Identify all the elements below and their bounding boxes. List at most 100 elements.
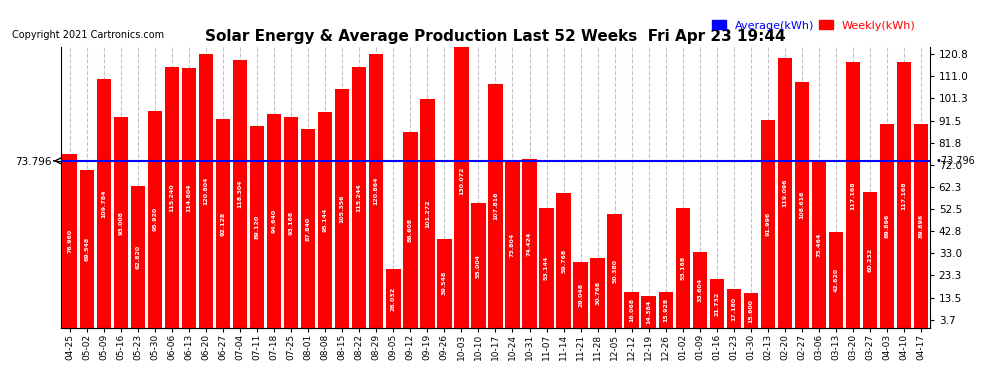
Bar (352, 67, 366, 328)
Text: 108.616: 108.616 (800, 191, 805, 219)
Bar (488, 84, 503, 328)
Text: 130.072: 130.072 (459, 166, 464, 195)
Legend: Average(kWh), Weekly(kWh): Average(kWh), Weekly(kWh) (708, 16, 920, 35)
Text: 15.928: 15.928 (663, 298, 668, 322)
Text: 42.620: 42.620 (834, 268, 839, 292)
Text: 120.804: 120.804 (204, 177, 209, 206)
Text: 86.608: 86.608 (408, 218, 413, 242)
Text: 26.032: 26.032 (391, 286, 396, 311)
Bar (114, 117, 128, 328)
Text: 53.144: 53.144 (544, 256, 549, 280)
Text: 53.168: 53.168 (680, 256, 685, 280)
Bar (438, 238, 451, 328)
Text: •73.796: •73.796 (936, 156, 975, 166)
Bar (556, 193, 571, 328)
Bar (795, 82, 809, 328)
Bar (523, 159, 537, 328)
Text: 73.464: 73.464 (817, 233, 822, 257)
Text: 62.820: 62.820 (136, 245, 141, 269)
Bar (590, 258, 605, 328)
Text: 50.380: 50.380 (612, 259, 617, 283)
Text: 91.996: 91.996 (765, 212, 770, 236)
Bar (182, 68, 196, 328)
Bar (880, 124, 894, 328)
Bar (267, 114, 281, 328)
Bar (97, 79, 111, 328)
Text: 105.356: 105.356 (340, 195, 345, 223)
Text: Copyright 2021 Cartronics.com: Copyright 2021 Cartronics.com (12, 30, 164, 40)
Bar (284, 117, 298, 328)
Text: 120.864: 120.864 (374, 177, 379, 206)
Bar (710, 279, 724, 328)
Text: 114.804: 114.804 (186, 184, 191, 212)
Bar (829, 231, 843, 328)
Bar (845, 63, 860, 328)
Text: 55.004: 55.004 (476, 254, 481, 278)
Text: 69.548: 69.548 (84, 237, 89, 261)
Bar (914, 124, 929, 328)
Text: 115.240: 115.240 (169, 183, 174, 212)
Text: 73.804: 73.804 (510, 232, 515, 256)
Title: Solar Energy & Average Production Last 52 Weeks  Fri Apr 23 19:44: Solar Energy & Average Production Last 5… (205, 29, 786, 44)
Text: 89.896: 89.896 (885, 214, 890, 238)
Bar (216, 119, 231, 328)
Text: 15.600: 15.600 (748, 298, 753, 322)
Bar (233, 60, 248, 328)
Bar (693, 252, 707, 328)
Text: 115.244: 115.244 (356, 183, 361, 212)
Text: 74.424: 74.424 (527, 232, 532, 256)
Text: 29.048: 29.048 (578, 283, 583, 308)
Bar (727, 289, 742, 328)
Text: 16.068: 16.068 (630, 298, 635, 322)
Bar (420, 99, 435, 328)
Bar (573, 262, 588, 328)
Text: 119.096: 119.096 (782, 179, 787, 207)
Bar (403, 132, 418, 328)
Bar (148, 111, 162, 328)
Text: 93.008: 93.008 (119, 211, 124, 235)
Bar (301, 129, 316, 328)
Bar (863, 192, 877, 328)
Bar (897, 63, 912, 328)
Bar (625, 292, 639, 328)
Bar (658, 292, 673, 328)
Bar (812, 162, 827, 328)
Bar (540, 208, 553, 328)
Bar (642, 296, 656, 328)
Bar (318, 112, 333, 328)
Text: 95.920: 95.920 (152, 207, 157, 231)
Bar (79, 171, 94, 328)
Text: 101.272: 101.272 (425, 199, 430, 228)
Bar (62, 154, 77, 328)
Text: 39.548: 39.548 (442, 271, 446, 296)
Text: 107.816: 107.816 (493, 192, 498, 220)
Text: 59.768: 59.768 (561, 248, 566, 273)
Text: 118.304: 118.304 (238, 180, 243, 208)
Bar (335, 89, 349, 328)
Bar (743, 293, 758, 328)
Bar (760, 120, 775, 328)
Bar (675, 208, 690, 328)
Bar (249, 126, 264, 328)
Bar (778, 58, 792, 328)
Bar (505, 161, 520, 328)
Bar (131, 186, 146, 328)
Text: 21.732: 21.732 (715, 291, 720, 316)
Bar (164, 67, 179, 328)
Text: 14.384: 14.384 (646, 300, 651, 324)
Text: 117.168: 117.168 (850, 181, 855, 210)
Bar (454, 33, 468, 328)
Text: 93.168: 93.168 (289, 210, 294, 235)
Text: 92.128: 92.128 (221, 211, 226, 236)
Text: 109.784: 109.784 (101, 189, 106, 218)
Bar (369, 54, 383, 328)
Text: 95.144: 95.144 (323, 208, 328, 232)
Text: 94.640: 94.640 (271, 209, 276, 233)
Text: 89.120: 89.120 (254, 215, 259, 239)
Text: 89.896: 89.896 (919, 214, 924, 238)
Text: 30.768: 30.768 (595, 281, 600, 305)
Text: 60.232: 60.232 (867, 248, 872, 272)
Text: 17.180: 17.180 (732, 297, 737, 321)
Bar (386, 269, 401, 328)
Text: 87.840: 87.840 (306, 216, 311, 241)
